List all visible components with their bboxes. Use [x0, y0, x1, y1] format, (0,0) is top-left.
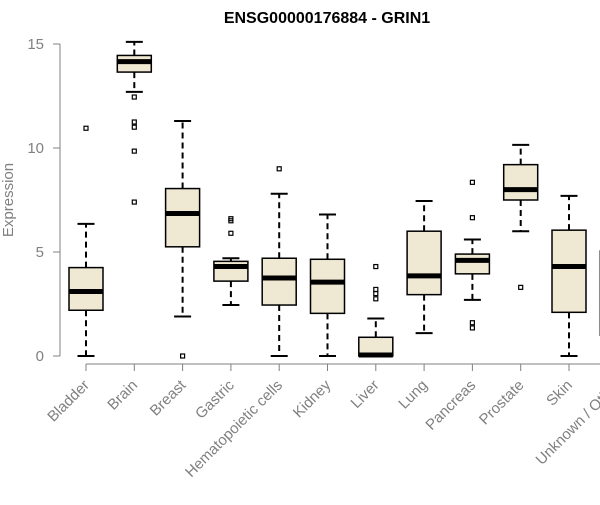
box-iqr [502, 163, 539, 201]
x-tick-label: Skin [543, 377, 576, 410]
x-tick-label: Lung [395, 377, 431, 413]
x-tick-label: Gastric [192, 376, 238, 422]
outlier-point [373, 286, 379, 293]
outlier-point [373, 291, 379, 297]
outlier-point [228, 218, 234, 224]
box-iqr [261, 257, 297, 306]
y-tick-label: 5 [36, 244, 44, 261]
box-iqr [406, 230, 442, 296]
box-bladder [68, 125, 104, 357]
y-axis-label: Expression [0, 163, 17, 237]
box-lung [406, 200, 442, 335]
y-tick-label: 15 [27, 36, 44, 53]
outlier-point [518, 284, 524, 290]
box-iqr [164, 187, 201, 248]
outlier-point [83, 125, 89, 131]
box-prostate [502, 143, 539, 290]
box-breast [164, 119, 201, 359]
outlier-point [131, 124, 137, 130]
outlier-point [373, 296, 379, 302]
x-tick-label: Breast [147, 376, 190, 419]
x-tick-label: Kidney [290, 376, 335, 421]
box-series [68, 40, 600, 359]
x-tick-label: Bladder [44, 377, 93, 426]
x-tick-label: Brain [104, 377, 141, 414]
outlier-point [131, 199, 137, 205]
outlier-point [469, 215, 475, 221]
outlier-point [131, 94, 137, 100]
box-pancreas [454, 179, 491, 331]
outlier-point [276, 166, 282, 172]
outlier-point [469, 320, 475, 326]
x-tick-label: Prostate [476, 377, 528, 429]
y-axis: 0 5 10 15 [27, 36, 61, 365]
outlier-point [131, 119, 137, 125]
chart-title: ENSG00000176884 - GRIN1 [224, 10, 430, 27]
box-skin [551, 194, 587, 357]
y-tick-label: 10 [27, 140, 44, 157]
box-iqr [454, 253, 491, 275]
outlier-point [131, 148, 137, 154]
box-gastric [213, 216, 249, 307]
box-brain [116, 40, 153, 205]
y-tick-label: 0 [36, 348, 44, 365]
outlier-point [469, 325, 475, 331]
outlier-point [180, 353, 186, 359]
box-iqr [551, 229, 587, 314]
x-tick-label: Liver [348, 377, 383, 412]
box-iqr [68, 266, 104, 311]
x-tick-label: Pancreas [422, 377, 479, 434]
box-kidney [309, 213, 346, 357]
outlier-point [469, 179, 475, 185]
outlier-point [373, 263, 379, 270]
box-hematopoietic-cells [261, 166, 297, 357]
box-liver [358, 263, 394, 358]
outlier-point [228, 230, 234, 236]
box-iqr [309, 258, 346, 315]
